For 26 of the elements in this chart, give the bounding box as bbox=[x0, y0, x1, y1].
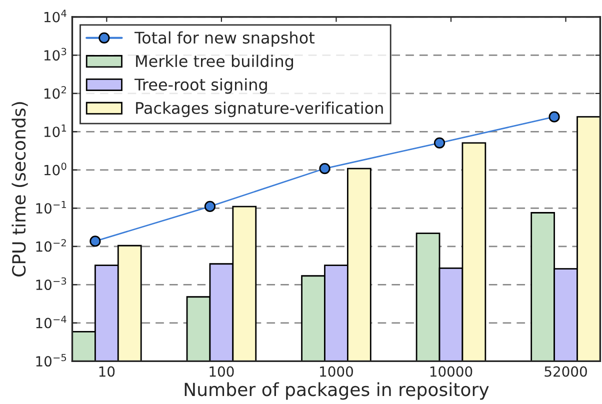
y-tick-label: 10$^{−1}$ bbox=[36, 200, 66, 214]
y-tick-label: 10$^{3}$ bbox=[44, 48, 66, 61]
y-tick-label: 10$^{4}$ bbox=[44, 10, 66, 22]
x-tick-label: 52000 bbox=[544, 366, 587, 377]
y-tick-label: 10$^{−4}$ bbox=[36, 316, 66, 328]
y-tick-label: 10$^{−3}$ bbox=[36, 277, 66, 290]
point bbox=[90, 236, 101, 247]
legend-label: Tree-root signing bbox=[134, 78, 267, 94]
legend-label: Merkle tree building bbox=[136, 54, 294, 70]
legend-label: Packages signature-verification bbox=[136, 102, 383, 118]
x-tick-label: 10 bbox=[99, 366, 115, 377]
y-tick-label: 10$^{1}$ bbox=[44, 124, 66, 138]
y-tick-label: 10$^{−2}$ bbox=[36, 239, 66, 252]
legend-label: Total for new snapshot bbox=[134, 31, 315, 47]
x-tick-label: 10000 bbox=[430, 366, 472, 377]
y-tick-label: 10$^{−5}$ bbox=[36, 354, 66, 367]
x-tick-label: 100 bbox=[210, 366, 234, 377]
point bbox=[319, 162, 330, 174]
y-tick-label: 10$^{2}$ bbox=[44, 86, 66, 99]
y-axis-title: CPU time (seconds) bbox=[12, 102, 28, 276]
point bbox=[204, 200, 216, 212]
x-axis-title: Number of packages in repository bbox=[184, 382, 489, 400]
point bbox=[434, 137, 446, 148]
x-tick-label: 1000 bbox=[320, 366, 353, 377]
point bbox=[548, 111, 560, 122]
y-tick-label: 10$^{0}$ bbox=[44, 162, 66, 176]
